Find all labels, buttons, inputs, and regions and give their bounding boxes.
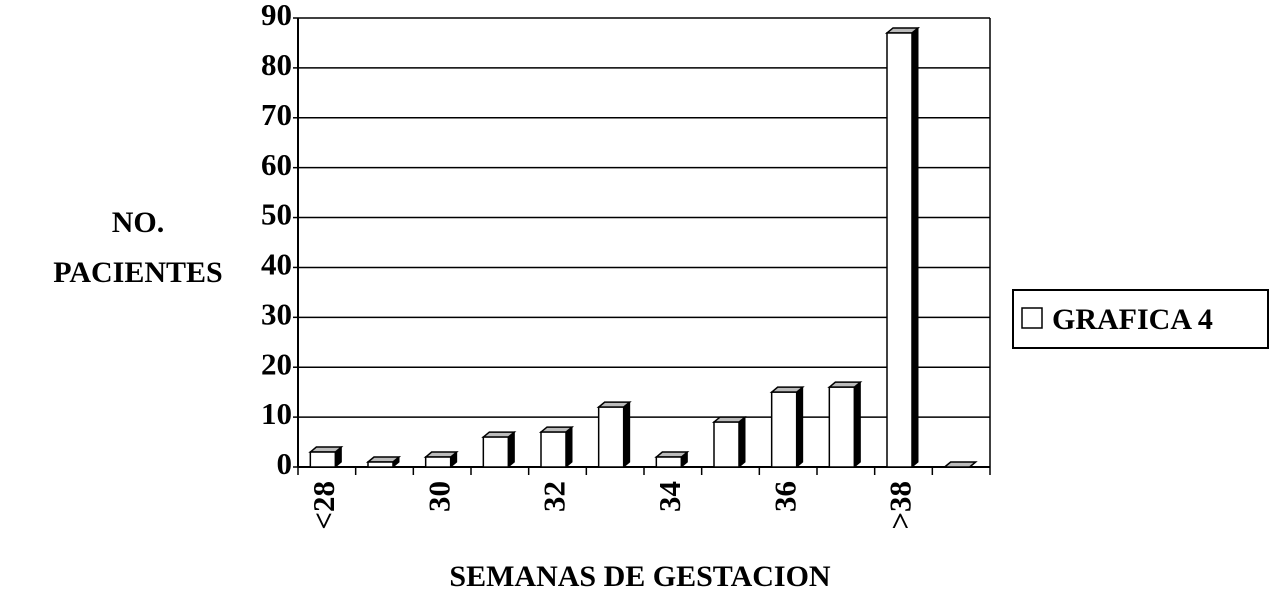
bar — [367, 461, 394, 468]
bar — [482, 436, 510, 468]
bar — [424, 456, 452, 468]
y-tick-label: 20 — [261, 346, 292, 381]
bar-top — [481, 431, 517, 438]
bar-top — [654, 451, 690, 458]
bar — [597, 406, 625, 468]
legend-swatch — [1021, 307, 1043, 329]
bar-side — [738, 416, 746, 469]
y-axis-label: PACIENTES — [53, 256, 222, 289]
bar-side — [565, 426, 573, 469]
y-tick-label: 10 — [261, 396, 292, 431]
y-tick-label: 90 — [261, 0, 292, 32]
bar-top — [711, 416, 748, 423]
x-tick-label: 30 — [421, 481, 456, 512]
bar-side — [796, 386, 804, 469]
x-tick-label: >38 — [883, 481, 918, 530]
bar — [713, 421, 740, 468]
x-tick-label: 32 — [537, 481, 572, 512]
y-tick-label: 80 — [261, 47, 292, 82]
bar-top — [423, 451, 459, 458]
bar — [770, 391, 798, 468]
x-tick-label: <28 — [306, 481, 341, 530]
legend-label: GRAFICA 4 — [1052, 303, 1213, 336]
y-tick-label: 40 — [261, 247, 292, 282]
bar-side — [853, 381, 861, 469]
y-tick-label: 60 — [261, 147, 292, 182]
legend-box — [1012, 289, 1269, 349]
bar-side — [623, 401, 631, 469]
bar — [886, 32, 913, 468]
bar-top — [942, 461, 978, 468]
bar — [540, 431, 567, 468]
bar-top — [308, 446, 344, 453]
bar-side — [507, 430, 515, 469]
x-tick-label: 36 — [767, 481, 802, 512]
y-tick-label: 30 — [261, 296, 292, 331]
bar — [655, 456, 683, 468]
y-axis-label: NO. — [112, 206, 165, 239]
y-tick-label: 70 — [261, 97, 292, 132]
bar-top — [538, 426, 575, 433]
x-tick-label: 34 — [652, 481, 687, 512]
y-tick-label: 50 — [261, 197, 292, 232]
bar — [828, 386, 856, 468]
bar-top — [365, 456, 402, 463]
bar — [309, 451, 337, 468]
y-tick-label: 0 — [277, 446, 293, 481]
bar-side — [911, 26, 919, 469]
x-axis-label: SEMANAS DE GESTACION — [449, 560, 831, 593]
